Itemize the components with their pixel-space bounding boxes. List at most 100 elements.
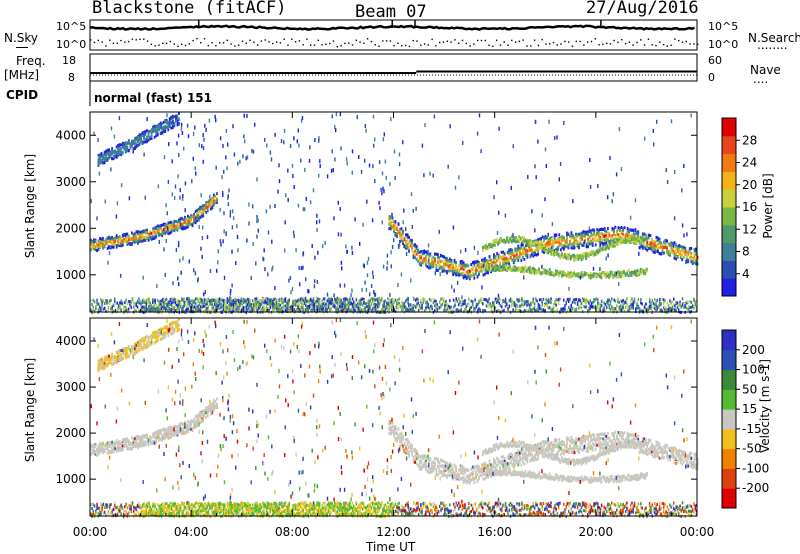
power-cell (525, 244, 527, 247)
power-cell (567, 253, 569, 257)
power-cell (394, 232, 397, 235)
power-ground (350, 309, 352, 313)
power-ground (492, 303, 494, 307)
power-ground (470, 299, 473, 303)
power-ground (359, 302, 361, 306)
power-cell (513, 236, 516, 240)
power-cell (540, 237, 542, 241)
power-ground (224, 300, 226, 304)
power-cell (467, 271, 470, 275)
power-cell (187, 225, 189, 229)
power-cell (106, 148, 109, 152)
power-cell (497, 257, 500, 261)
power-cell (120, 240, 123, 243)
power-ground (307, 300, 309, 304)
power-noise (292, 230, 295, 235)
power-cell (626, 236, 628, 240)
power-ground (210, 302, 212, 306)
power-cell (530, 241, 533, 245)
power-cell (676, 247, 679, 251)
power-cell (600, 247, 603, 251)
power-cell (635, 271, 638, 275)
power-ground (296, 304, 298, 308)
power-cell (568, 273, 571, 277)
power-cell (430, 263, 433, 267)
power-cell (515, 236, 518, 240)
power-cell (614, 235, 617, 239)
power-ground (415, 305, 417, 309)
power-cell (181, 223, 183, 226)
power-cell (432, 261, 435, 264)
power-cell (476, 268, 479, 272)
noise-axis-right-top: 10^5 (708, 20, 739, 33)
noise-search-point (465, 42, 467, 45)
power-ground (107, 301, 110, 304)
power-cell (434, 259, 436, 263)
power-ground (135, 304, 137, 308)
power-noise (229, 213, 231, 218)
power-ground (353, 300, 355, 304)
power-ground (308, 305, 311, 308)
power-ground (412, 308, 414, 312)
power-ground (273, 297, 275, 301)
power-ground (248, 300, 250, 304)
power-cell (620, 271, 622, 274)
power-cell (572, 241, 574, 245)
power-cell (611, 273, 613, 277)
power-ground (211, 298, 213, 302)
power-cell (153, 129, 156, 133)
power-ground (188, 297, 191, 301)
power-cell (111, 235, 113, 239)
power-cell (605, 230, 608, 234)
power-cell (106, 240, 109, 244)
power-noise (156, 284, 158, 289)
power-ground (389, 305, 392, 309)
power-cell (449, 259, 451, 263)
power-noise (201, 144, 203, 149)
power-ground (145, 309, 148, 312)
power-cell (511, 252, 514, 256)
power-ground (152, 300, 154, 304)
power-cell (424, 263, 427, 267)
power-ground (178, 302, 180, 306)
power-cell (543, 251, 545, 254)
power-noise (177, 133, 180, 138)
power-noise (340, 146, 342, 151)
power-cell (391, 226, 394, 229)
noise-search-point (511, 39, 513, 42)
power-cell (605, 238, 608, 242)
power-ground (100, 307, 102, 310)
power-cell (459, 264, 462, 268)
power-ground (135, 309, 137, 313)
power-ground (288, 298, 290, 302)
power-ground (236, 298, 239, 302)
power-cell (94, 246, 97, 250)
power-noise (410, 192, 413, 197)
power-cell (602, 227, 605, 231)
power-cell (438, 256, 441, 260)
power-noise (674, 170, 676, 174)
power-ground (258, 306, 260, 310)
power-cell (156, 130, 159, 134)
power-cell (568, 256, 571, 260)
power-cell (632, 241, 635, 245)
power-noise (201, 254, 203, 259)
power-noise (118, 151, 120, 156)
power-ground (293, 299, 296, 303)
power-cell (140, 239, 142, 243)
power-cell (628, 228, 630, 232)
nsky-underline (16, 47, 28, 48)
power-ground (170, 308, 173, 311)
power-noise (589, 158, 591, 162)
power-cell (435, 265, 438, 269)
power-cell (522, 255, 524, 259)
power-ground (211, 301, 213, 305)
power-cell (173, 229, 176, 233)
power-cell (138, 142, 141, 146)
power-cell (114, 238, 117, 242)
power-cell (491, 243, 493, 247)
power-ground (245, 305, 247, 309)
power-cell (468, 272, 471, 276)
power-ground (444, 303, 446, 307)
power-ground (275, 304, 278, 308)
